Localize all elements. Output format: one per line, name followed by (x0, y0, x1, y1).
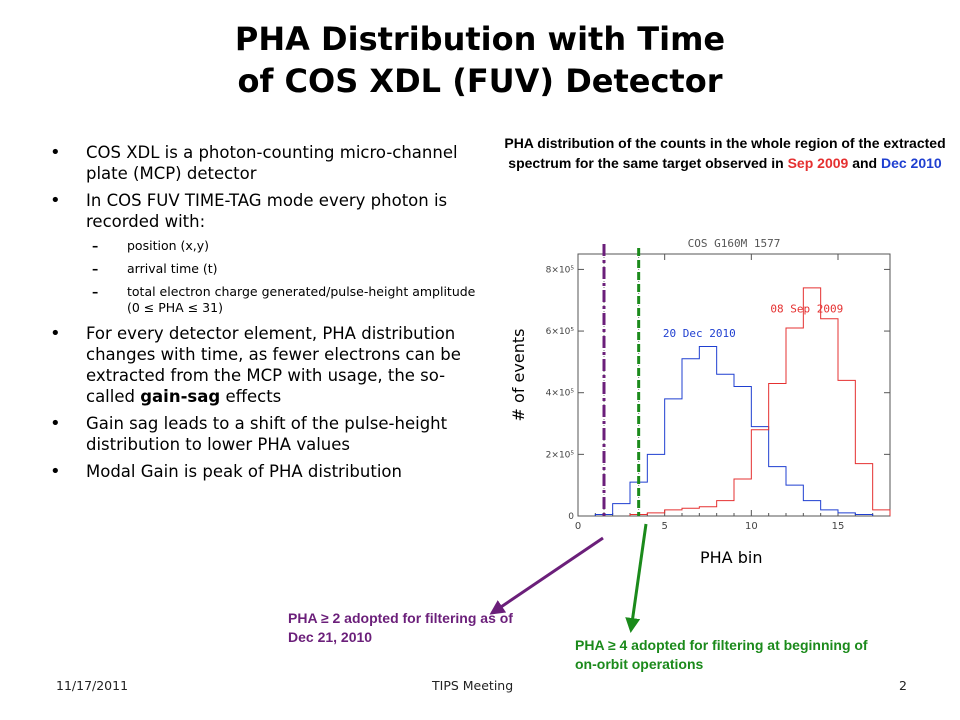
slide-title-line-1: PHA Distribution with Time (234, 20, 726, 58)
bullet-item: • Gain sag leads to a shift of the pulse… (50, 413, 480, 455)
chart-title: COS G160M 1577 (688, 237, 781, 250)
bullet-icon: • (50, 190, 61, 211)
dash-icon: – (92, 261, 99, 276)
bullet-item: • For every detector element, PHA distri… (50, 323, 480, 407)
bullet-item: • COS XDL is a photon-counting micro-cha… (50, 142, 480, 184)
bullet-text: Modal Gain is peak of PHA distribution (86, 462, 402, 481)
footer-meeting: TIPS Meeting (432, 678, 514, 693)
x-tick-label: 15 (832, 521, 845, 532)
pha2-arrow (489, 536, 604, 615)
slide-title: PHA Distribution with Time of COS XDL (F… (0, 18, 960, 102)
bullet-icon: • (50, 323, 61, 344)
caption-date-dec-2010: Dec 2010 (880, 155, 942, 171)
bullet-icon: • (50, 461, 61, 482)
pha4-annotation-text: PHA ≥ 4 adopted for filtering at beginni… (575, 637, 868, 672)
y-tick-label: 6×10⁵ (546, 327, 575, 337)
y-tick-label: 8×10⁵ (546, 265, 575, 275)
sub-bullet-text: arrival time (t) (127, 261, 218, 276)
x-tick-label: 10 (745, 521, 758, 532)
bullet-text: Gain sag leads to a shift of the pulse-h… (86, 414, 448, 454)
chart-caption: PHA distribution of the counts in the wh… (500, 133, 950, 173)
y-tick-label: 2×10⁵ (546, 450, 575, 460)
bullet-item: • In COS FUV TIME-TAG mode every photon … (50, 190, 480, 232)
y-axis-label: # of events (509, 328, 528, 422)
pha4-annotation: PHA ≥ 4 adopted for filtering at beginni… (575, 636, 875, 674)
series-label-dec-2010: 20 Dec 2010 (663, 327, 736, 340)
x-tick-label: 0 (575, 521, 581, 532)
sub-bullet-item: – position (x,y) (50, 238, 480, 254)
y-tick-label: 4×10⁵ (546, 389, 575, 399)
dash-icon: – (92, 238, 99, 253)
bullet-bold-term: gain-sag (140, 387, 221, 406)
sub-bullet-text: total electron charge generated/pulse-he… (127, 284, 476, 315)
sub-bullet-item: – arrival time (t) (50, 261, 480, 277)
bullet-icon: • (50, 142, 61, 163)
sub-bullet-item: – total electron charge generated/pulse-… (50, 284, 480, 316)
caption-and: and (848, 155, 881, 171)
sub-bullet-text: position (x,y) (127, 238, 210, 253)
pha2-annotation: PHA ≥ 2 adopted for filtering as of Dec … (288, 609, 533, 647)
bullet-list: • COS XDL is a photon-counting micro-cha… (50, 142, 480, 488)
bullet-text: COS XDL is a photon-counting micro-chann… (86, 143, 458, 183)
x-tick-label: 5 (661, 521, 667, 532)
pha4-arrow (625, 523, 648, 633)
series-label-sep-2009: 08 Sep 2009 (770, 303, 843, 316)
dash-icon: – (92, 284, 99, 299)
x-axis-label: PHA bin (700, 548, 763, 567)
bullet-text: In COS FUV TIME-TAG mode every photon is… (86, 191, 448, 231)
caption-text: PHA distribution of the counts in the wh… (504, 135, 946, 171)
footer-page-number: 2 (899, 678, 907, 693)
slide-title-line-2: of COS XDL (FUV) Detector (237, 62, 723, 100)
footer-date: 11/17/2011 (56, 678, 129, 693)
bullet-text-end: effects (220, 387, 282, 406)
pha2-annotation-text: PHA ≥ 2 adopted for filtering as of Dec … (288, 610, 513, 645)
bullet-icon: • (50, 413, 61, 434)
bullet-text: For every detector element, PHA distribu… (86, 324, 461, 406)
histogram-08-sep-2009 (629, 287, 891, 516)
caption-date-sep-2009: Sep 2009 (787, 155, 849, 171)
y-tick-label: 0 (568, 512, 574, 522)
bullet-item: • Modal Gain is peak of PHA distribution (50, 461, 480, 482)
